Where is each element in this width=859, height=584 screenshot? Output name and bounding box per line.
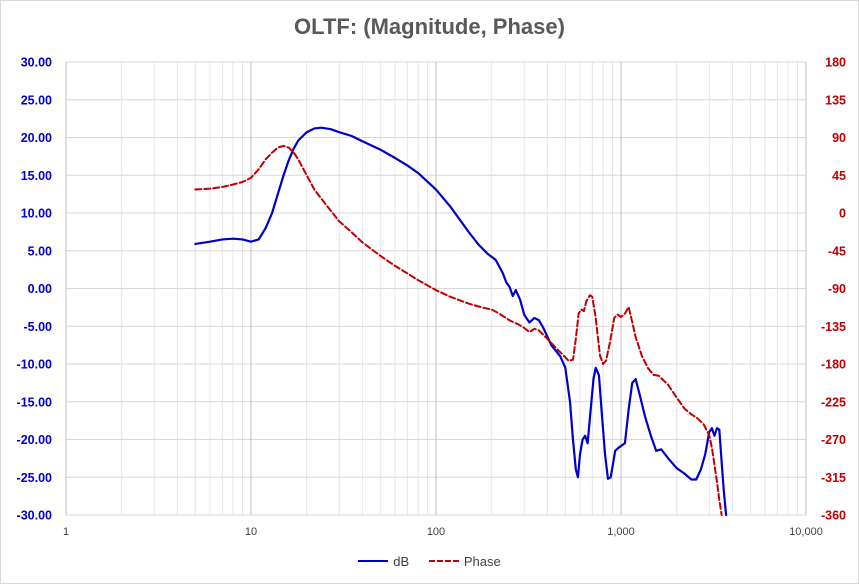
series-layer: [194, 126, 728, 517]
major-gridlines: [65, 61, 807, 516]
right-tick-label: 180: [825, 56, 846, 70]
x-tick-label: 10: [245, 526, 257, 538]
legend-swatch-phase: [428, 560, 459, 562]
right-tick-label: -270: [821, 433, 846, 447]
right-tick-label: -180: [821, 358, 846, 372]
right-tick-label: -45: [828, 244, 846, 258]
left-tick-label: 30.00: [21, 56, 52, 70]
chart-title: OLTF: (Magnitude, Phase): [294, 14, 565, 39]
left-tick-label: -25.00: [17, 471, 52, 485]
legend-swatch-db: [358, 560, 389, 562]
right-tick-label: 90: [832, 131, 846, 145]
right-tick-label: 45: [832, 169, 846, 183]
x-axis-ticks: 1 10 100 1,000 10,000: [63, 526, 823, 538]
left-tick-label: 10.00: [21, 207, 52, 221]
x-tick-label: 100: [427, 526, 445, 538]
right-tick-label: -135: [821, 320, 846, 334]
left-tick-label: -15.00: [17, 395, 52, 409]
left-tick-label: 0.00: [28, 282, 52, 296]
legend-label-db: dB: [393, 553, 410, 569]
legend-label-phase: Phase: [463, 553, 501, 569]
right-tick-label: 135: [825, 93, 846, 107]
series-line-db: [194, 126, 728, 517]
legend-item-phase: Phase: [428, 553, 501, 569]
right-axis-ticks: 180 135 90 45 0 -45 -90 -135 -180 -225 -270 -315 -36…: [821, 56, 846, 523]
left-tick-label: 20.00: [21, 131, 52, 145]
right-tick-label: -225: [821, 395, 846, 409]
right-tick-label: 0: [839, 207, 846, 221]
left-tick-label: -20.00: [17, 433, 52, 447]
series-line-phase: [194, 144, 723, 516]
left-tick-label: 25.00: [21, 93, 52, 107]
legend-item-db: dB: [358, 554, 409, 569]
right-tick-label: -360: [821, 509, 846, 523]
right-tick-label: -315: [821, 471, 846, 485]
left-tick-label: -5.00: [24, 320, 53, 334]
left-tick-label: -30.00: [17, 509, 52, 523]
left-axis-ticks: 30.00 25.00 20.00 15.00 10.00 5.00 0.00 -5.00 -1…: [17, 56, 53, 523]
left-tick-label: 5.00: [28, 244, 52, 258]
left-tick-label: 15.00: [21, 169, 52, 183]
x-tick-label: 1,000: [607, 526, 635, 538]
x-tick-label: 10,000: [789, 526, 823, 538]
legend: dB Phase: [0, 550, 859, 569]
left-tick-label: -10.00: [17, 358, 52, 372]
x-tick-label: 1: [63, 526, 69, 538]
right-tick-label: -90: [828, 282, 846, 296]
